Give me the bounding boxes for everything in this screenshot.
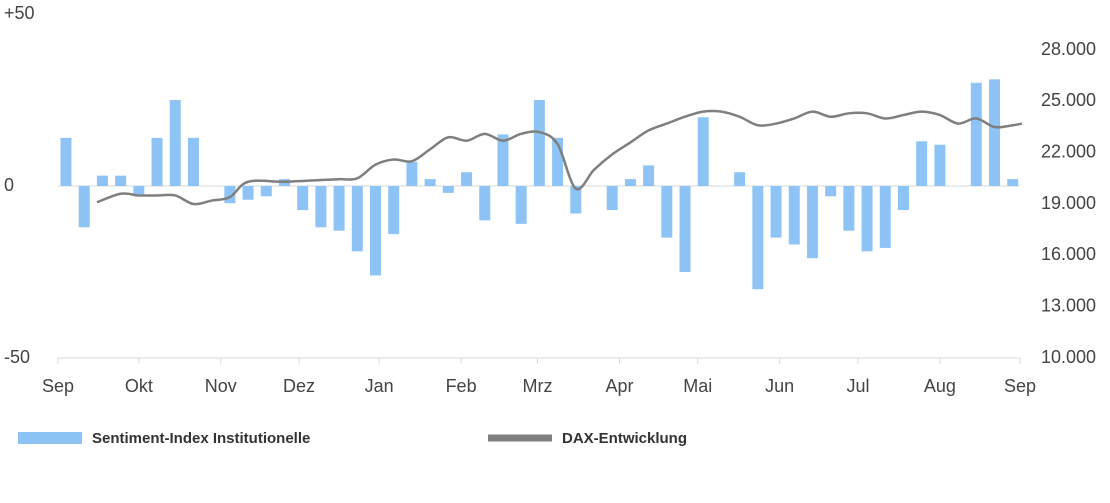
y-tick-label: +50 [4,3,35,23]
x-tick-label: Nov [205,376,237,396]
bar [697,117,709,186]
bar [788,186,800,245]
bar [552,137,564,186]
bar [461,172,473,186]
bar [934,144,946,186]
bar [351,186,363,252]
bar [1007,179,1019,186]
bar [497,134,509,186]
x-tick-label: Sep [42,376,74,396]
bar [133,186,145,197]
bar [806,186,818,259]
legend-label: Sentiment-Index Institutionelle [92,430,310,447]
y2-tick-label: 13.000 [1041,295,1096,315]
bar [515,186,527,224]
bar [897,186,909,211]
bar [224,186,236,204]
bar [989,79,1001,186]
y2-tick-label: 22.000 [1041,141,1096,161]
bar [770,186,782,238]
x-tick-label: Mai [683,376,712,396]
bar [570,186,582,214]
bar [970,82,982,186]
x-tick-label: Apr [605,376,633,396]
bar [78,186,90,228]
bar [96,175,108,186]
line [96,109,1023,206]
x-tick-label: Dez [283,376,315,396]
x-tick-label: Sep [1004,376,1036,396]
bar [297,186,309,211]
bar [169,100,181,186]
bar [442,186,454,193]
bar [825,186,837,197]
bar [388,186,400,235]
y2-tick-label: 19.000 [1041,193,1096,213]
bar [370,186,382,276]
y2-tick-label: 25.000 [1041,90,1096,110]
legend-label: DAX-Entwicklung [562,430,687,447]
bar [916,141,928,186]
y-tick-label: -50 [4,347,30,367]
y-tick-label: 0 [4,175,14,195]
bar [661,186,673,238]
x-tick-label: Feb [446,376,477,396]
bar [315,186,327,228]
bar [187,137,199,186]
x-tick-label: Okt [125,376,153,396]
bar [752,186,764,290]
bar [861,186,873,252]
x-tick-label: Jan [365,376,394,396]
bar [843,186,855,231]
bar [151,137,163,186]
bar [242,186,254,200]
bar [643,165,655,186]
x-tick-label: Jun [765,376,794,396]
bar [406,161,418,186]
bar [260,186,272,197]
bar [479,186,491,221]
y2-tick-label: 16.000 [1041,244,1096,264]
x-tick-label: Jul [846,376,869,396]
y2-tick-label: 28.000 [1041,39,1096,59]
bar [424,179,436,186]
y2-tick-label: 10.000 [1041,347,1096,367]
bar [333,186,345,231]
bar [879,186,891,248]
bar [624,179,636,186]
bar [679,186,691,272]
bar [115,175,127,186]
bar [533,100,545,186]
legend-swatch [18,432,82,444]
bar [734,172,746,186]
x-tick-label: Mrz [523,376,553,396]
bar [606,186,618,211]
bar [60,137,72,186]
x-tick-label: Aug [924,376,956,396]
